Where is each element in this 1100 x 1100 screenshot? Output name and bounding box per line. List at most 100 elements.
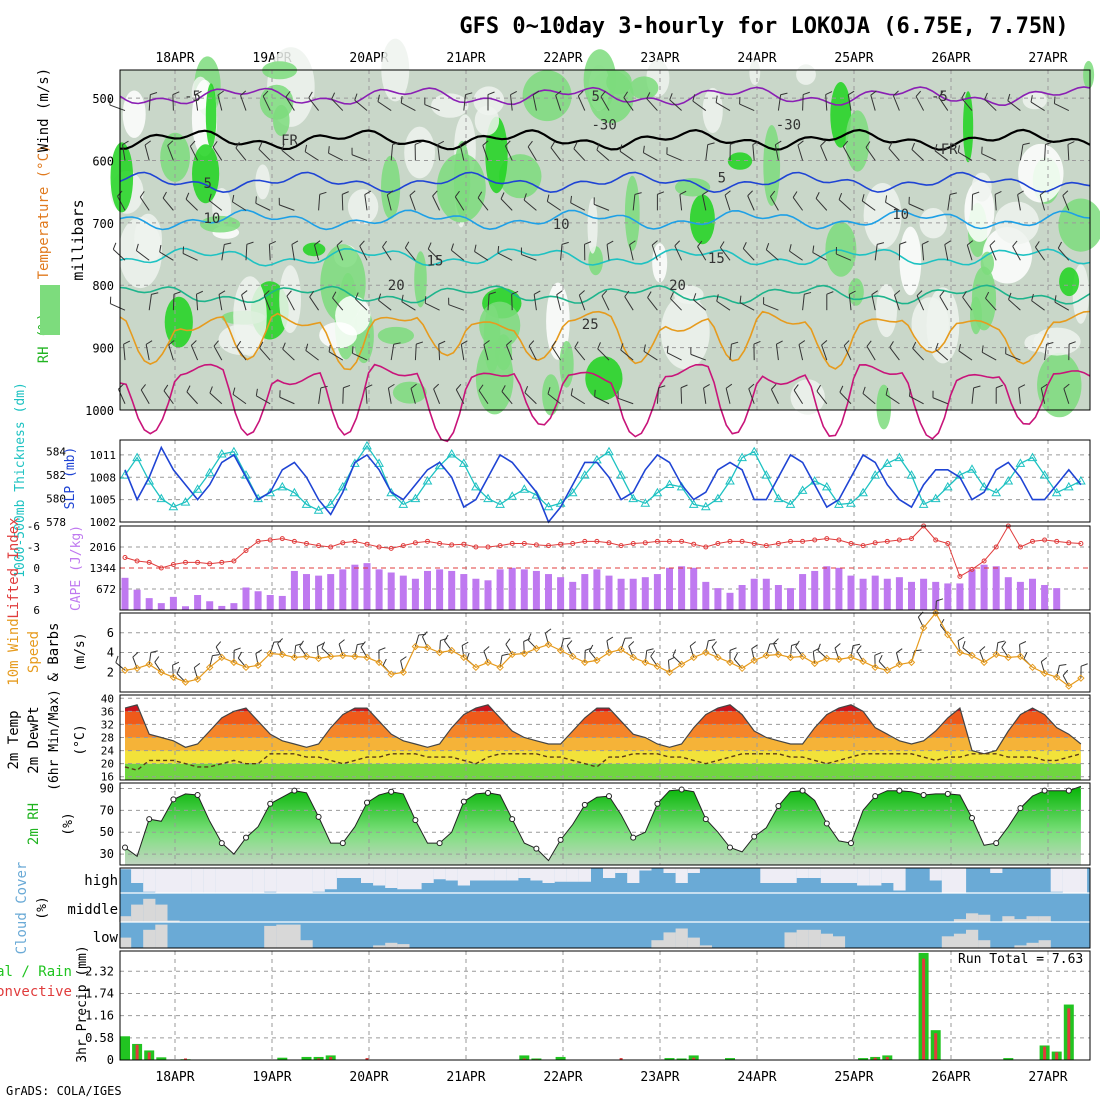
wind-barb-flag — [176, 667, 181, 674]
thickness-tick: 578 — [46, 516, 66, 529]
wind-barb-flag — [444, 634, 449, 642]
wind-barb — [521, 254, 537, 261]
thickness-point — [834, 499, 844, 508]
wind-barb-flag — [789, 244, 792, 252]
precip-convective-bar — [184, 1058, 187, 1060]
temp-tick: 36 — [101, 705, 114, 718]
wind-barb — [815, 198, 828, 211]
lifted-index-point — [751, 541, 757, 546]
cape-bar — [920, 578, 928, 610]
wind-barb — [966, 244, 973, 261]
lifted-index-point — [340, 540, 346, 546]
wind-barb — [1035, 246, 1046, 261]
wind-speed-point — [847, 653, 855, 662]
rh-patch — [629, 76, 659, 100]
wind-barb-flag — [893, 90, 899, 97]
thickness-tick: 582 — [46, 469, 66, 482]
cloud-low-bar — [966, 929, 979, 948]
cape-bar — [375, 569, 383, 610]
wind-barb-flag — [167, 140, 174, 146]
cloud-high-gap — [542, 868, 555, 883]
wind-barb — [499, 655, 503, 668]
thickness-point — [652, 487, 663, 497]
temp-band — [125, 711, 1081, 725]
wind-speed-point — [399, 668, 408, 676]
lifted-index-point — [207, 561, 213, 567]
wind-barb — [790, 645, 793, 658]
wind-barb-flag — [1053, 96, 1056, 104]
cloud-low-bar — [675, 928, 688, 948]
wind-barb-flag — [1017, 190, 1024, 196]
wind-barb — [511, 294, 513, 311]
wind-barb-flag — [792, 191, 798, 198]
wind-barb-flag — [771, 383, 777, 390]
rh-point — [339, 840, 346, 847]
wind-barb-flag — [985, 291, 990, 299]
thickness-point — [289, 487, 300, 497]
wind-barb — [577, 95, 586, 111]
rh-axis-label: 2m RH — [26, 803, 42, 845]
wind-barb-flag — [874, 652, 882, 656]
wind-barb-flag — [132, 652, 139, 658]
wind-barb — [912, 348, 924, 361]
rh-patch — [498, 154, 542, 199]
rh-point — [291, 787, 298, 794]
wind-barb-flag — [733, 652, 738, 660]
wind-barb-flag — [237, 651, 243, 659]
wind-barb — [432, 195, 441, 211]
wind-barb — [871, 294, 876, 311]
cloud-low-bar — [1038, 940, 1051, 948]
wind-barb-flag — [190, 340, 197, 346]
wind-speed-point — [944, 631, 952, 639]
wind-speed-point — [931, 609, 940, 617]
thickness-point — [398, 499, 409, 508]
wind-barb-flag — [231, 194, 235, 202]
thickness-point — [1051, 487, 1062, 497]
wind-tick: 2 — [107, 665, 114, 679]
wind-barb — [935, 349, 949, 361]
date-tick-bottom: 26APR — [931, 1070, 970, 1085]
wind-speed-point — [665, 668, 674, 676]
wind-barb-flag — [597, 342, 601, 349]
thickness-point — [531, 490, 542, 499]
date-tick-bottom: 18APR — [155, 1070, 194, 1085]
wind-barb-flag — [957, 636, 965, 642]
wind-barb-flag — [506, 340, 512, 346]
cloud-middle-bar — [1038, 916, 1051, 922]
wind-barb — [448, 304, 464, 311]
wind-speed-point — [750, 656, 758, 665]
cape-bar — [581, 574, 589, 610]
rh-patch — [1033, 327, 1081, 356]
wind-barb-flag — [173, 291, 181, 295]
wind-speed-point — [762, 651, 771, 660]
wind-barb-flag — [798, 340, 806, 345]
thickness-point — [507, 491, 518, 500]
rh-patch — [763, 125, 781, 206]
cape-bar — [641, 577, 649, 610]
date-axis-top: 18APR 19APR 20APR 21APR 22APR 23APR 24APR 25APR… — [155, 51, 1067, 66]
cape-bar — [133, 589, 141, 610]
wind-barb — [262, 95, 271, 111]
cloud-low-bar — [1026, 942, 1039, 948]
cloud-high-gap — [143, 868, 156, 892]
wind-barb — [697, 246, 707, 261]
precip-total-bar — [120, 1036, 130, 1060]
cape-bar — [532, 570, 540, 610]
wind-barb-flag — [634, 192, 642, 195]
wind-barb — [263, 295, 271, 311]
precip-axis-label: 3hr Precip (mm) — [75, 945, 90, 1062]
wind-barb-flag — [424, 296, 427, 304]
wind-barb — [729, 344, 732, 361]
wind-barb — [646, 98, 658, 111]
wind-barb — [861, 200, 876, 211]
wind-barb — [186, 391, 198, 405]
wind-barb — [574, 347, 586, 361]
lifted-index-point — [836, 537, 842, 543]
cloud-high-gap — [990, 868, 1003, 873]
wind-speed-point — [810, 659, 819, 668]
rh-point — [678, 786, 685, 793]
cloud-high-gap — [348, 868, 362, 878]
cape-bar — [206, 601, 214, 610]
rh-patch — [876, 384, 892, 430]
